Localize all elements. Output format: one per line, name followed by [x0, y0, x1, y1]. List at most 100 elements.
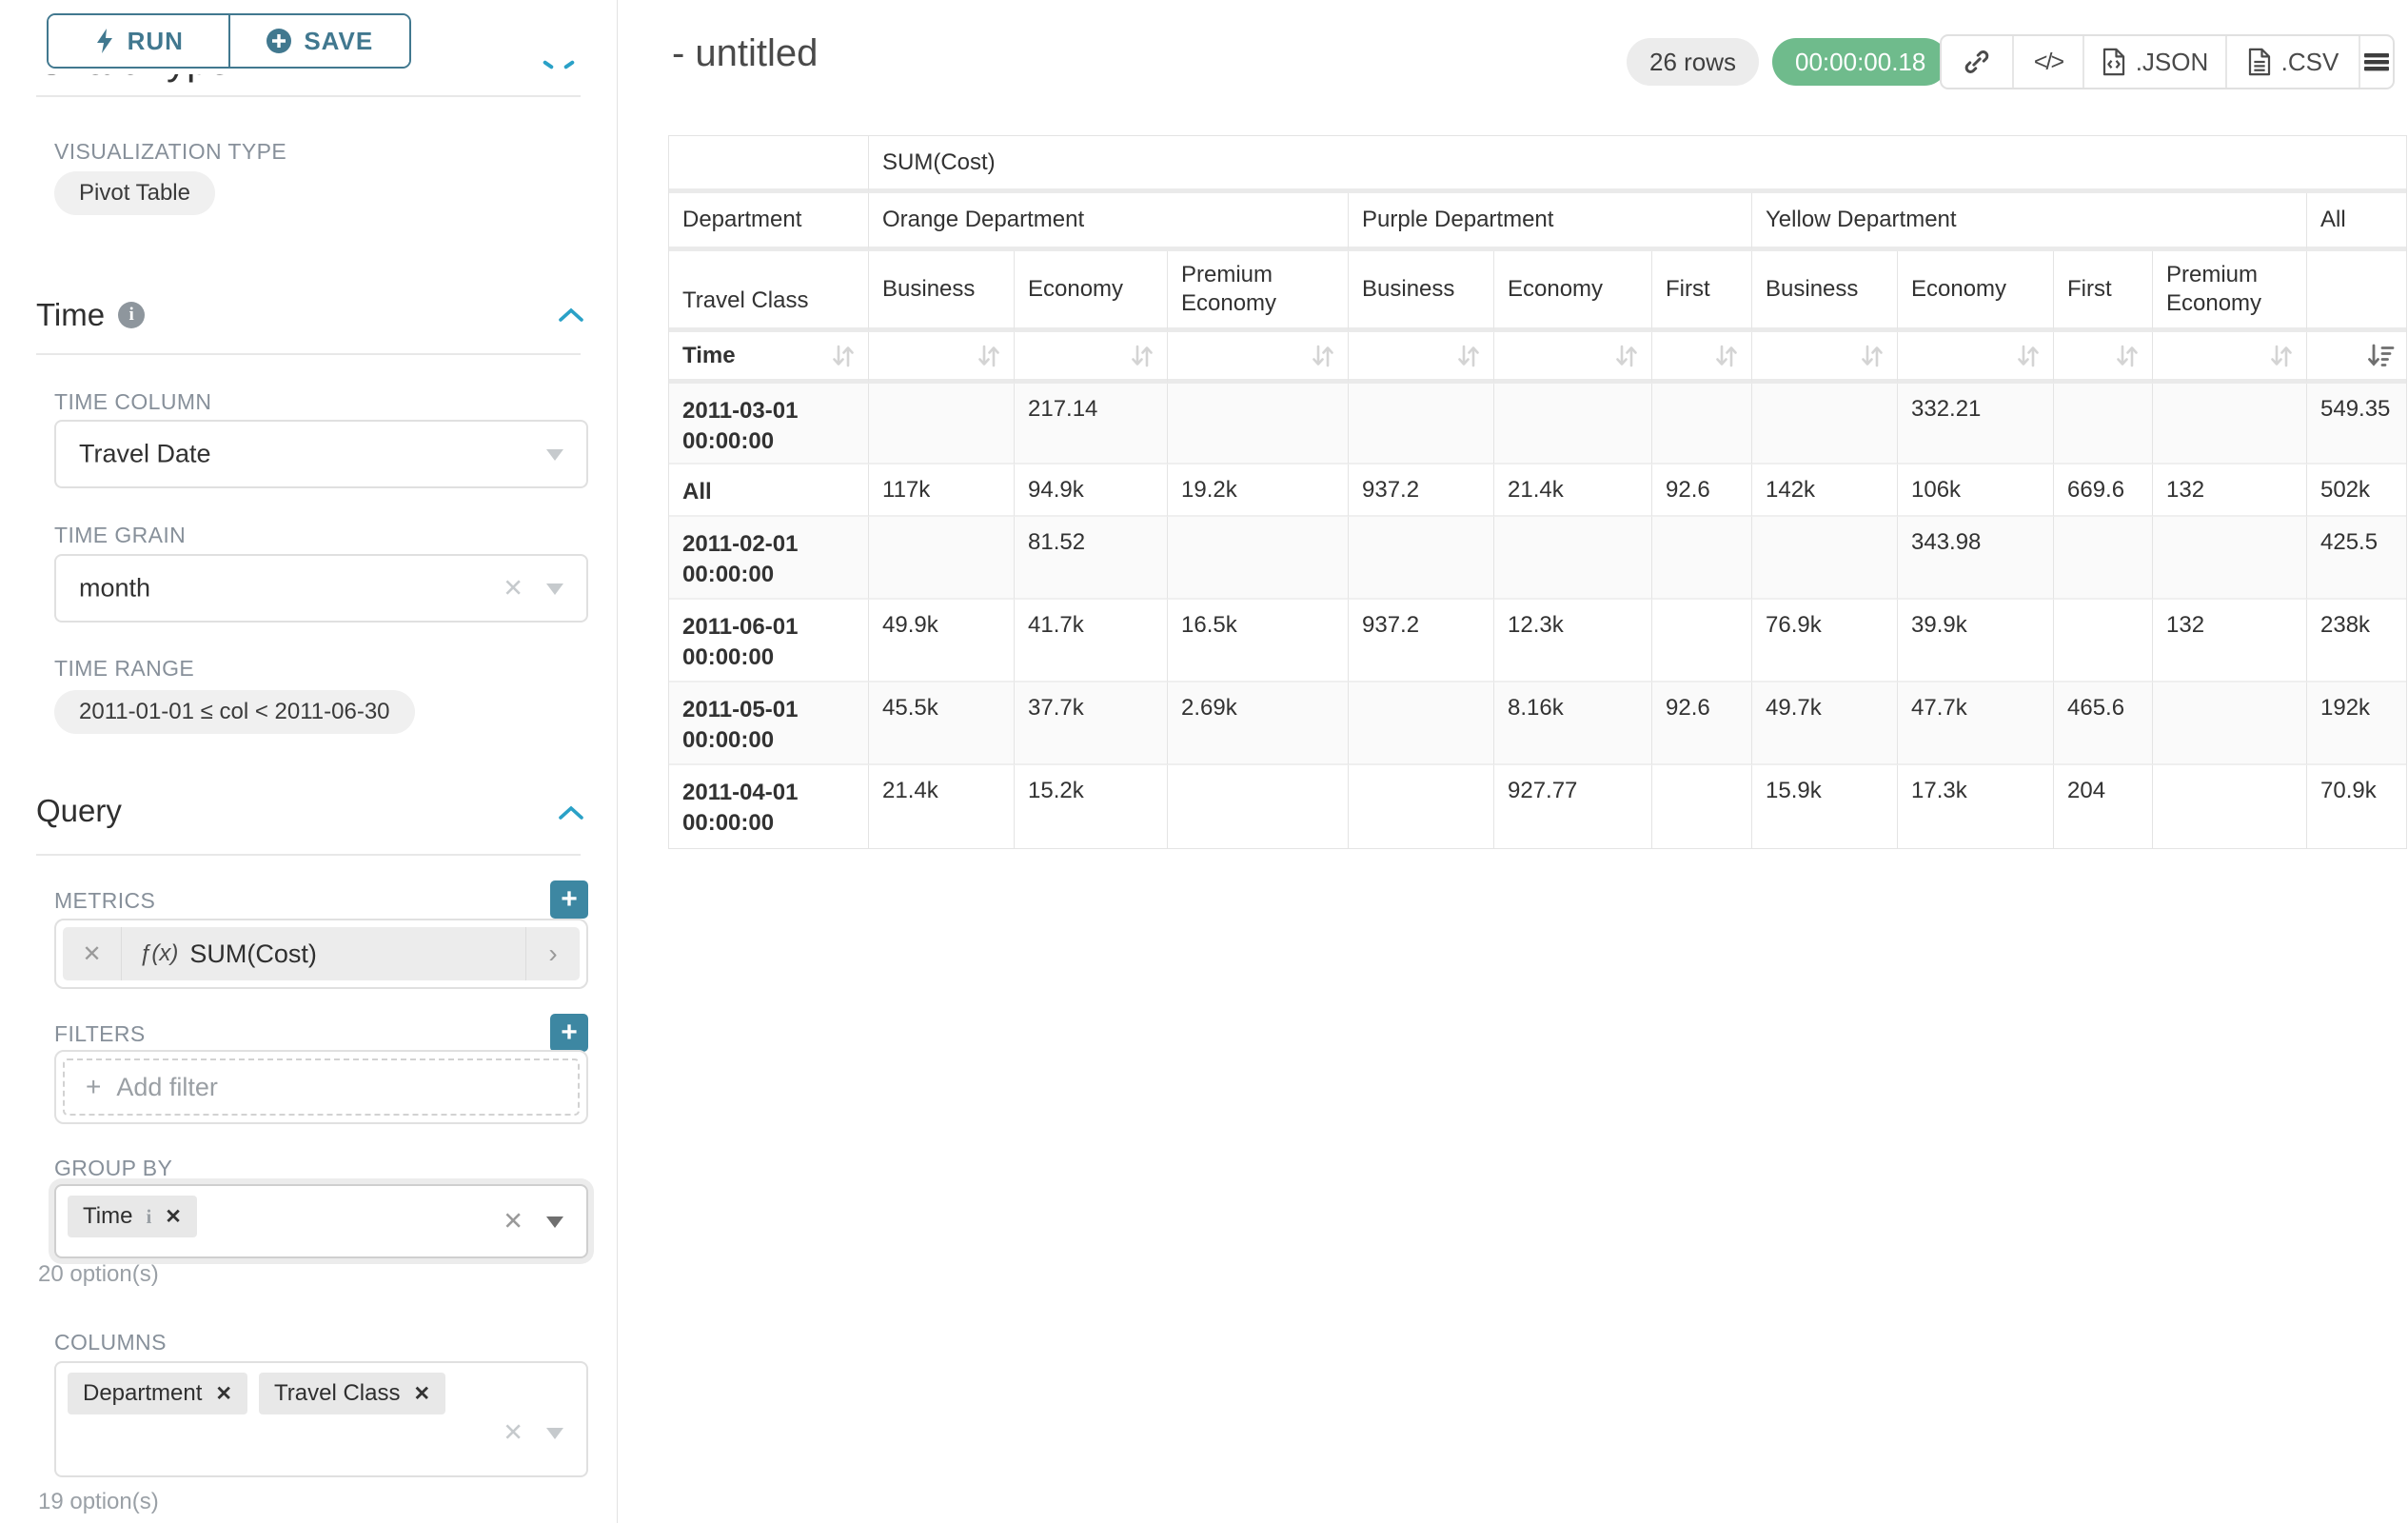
add-filter-placeholder: Add filter [116, 1072, 218, 1101]
section-divider [36, 95, 581, 97]
view-query-button[interactable]: </> [2012, 36, 2082, 88]
sort-desc-icon[interactable] [2364, 343, 2397, 369]
remove-chip-icon[interactable]: ✕ [165, 1205, 182, 1228]
pivot-cell: 106k [1898, 465, 2054, 517]
pivot-col-leaf: Business [1752, 251, 1898, 332]
pivot-cell [1752, 517, 1898, 600]
remove-chip-icon[interactable]: ✕ [215, 1382, 232, 1405]
lightning-icon [96, 29, 112, 53]
add-metric-button[interactable]: + [550, 880, 588, 919]
query-timer-badge: 00:00:00.18 [1772, 38, 1949, 86]
pivot-col-leaf: Business [1349, 251, 1494, 332]
pivot-cell: 425.5 [2307, 517, 2407, 600]
pivot-col-leaf: First [1652, 251, 1752, 332]
pivot-cell: 12.3k [1494, 600, 1652, 682]
control-panel-sidebar: Chart Type RUN SAVE VISUALIZATION TYPE P… [0, 0, 617, 1523]
sort-icon[interactable] [2266, 343, 2297, 369]
pivot-sort-cell [1494, 332, 1652, 384]
selected-value-chip[interactable]: Department ✕ [68, 1373, 247, 1414]
chevron-down-icon [546, 583, 563, 595]
chip-label: Travel Class [274, 1380, 401, 1406]
pivot-row-header: 2011-02-01 00:00:00 [669, 517, 869, 600]
sort-icon[interactable] [974, 343, 1004, 369]
clear-icon[interactable]: ✕ [503, 1417, 523, 1447]
info-icon[interactable]: i [118, 302, 146, 328]
columns-select[interactable]: Department ✕ Travel Class ✕ ✕ [54, 1361, 588, 1477]
pivot-cell [1349, 384, 1494, 465]
pivot-cell: 49.7k [1752, 682, 1898, 765]
pivot-cell: 502k [2307, 465, 2407, 517]
pivot-cell: 238k [2307, 600, 2407, 682]
chart-actions-toolbar: </> .JSON .CSV [1940, 34, 2395, 89]
pivot-cell: 45.5k [869, 682, 1015, 765]
pivot-cell [2054, 384, 2153, 465]
collapse-chevron-icon[interactable] [557, 804, 585, 821]
pivot-cell: 92.6 [1652, 682, 1752, 765]
pivot-sort-cell [1752, 332, 1898, 384]
share-link-button[interactable] [1942, 36, 2012, 88]
export-json-button[interactable]: .JSON [2082, 36, 2225, 88]
sort-icon[interactable] [828, 343, 859, 369]
sort-icon[interactable] [2112, 343, 2142, 369]
collapse-chevron-icon[interactable] [557, 307, 585, 324]
add-filter-dropzone[interactable]: + Add filter [63, 1058, 580, 1116]
add-filter-button[interactable]: + [550, 1014, 588, 1052]
sort-icon[interactable] [1453, 343, 1484, 369]
time-range-pill[interactable]: 2011-01-01 ≤ col < 2011-06-30 [54, 690, 415, 734]
metric-chip[interactable]: ✕ ƒ(x) SUM(Cost) › [63, 927, 580, 980]
remove-chip-icon[interactable]: ✕ [413, 1382, 431, 1405]
time-grain-label: TIME GRAIN [54, 523, 187, 547]
pivot-data-row: 2011-03-01 00:00:00 217.14 332.21 549.35 [669, 384, 2407, 465]
time-column-select[interactable]: Travel Date [54, 420, 588, 488]
chevron-down-icon [546, 1428, 563, 1440]
remove-metric-icon[interactable]: ✕ [63, 927, 122, 980]
pivot-col-leaf: Economy [1898, 251, 2054, 332]
pivot-cell [1652, 600, 1752, 682]
pivot-cell: 41.7k [1015, 600, 1168, 682]
sort-icon[interactable] [1127, 343, 1157, 369]
sort-icon[interactable] [1611, 343, 1642, 369]
pivot-data-row: 2011-05-01 00:00:00 45.5k 37.7k 2.69k 8.16k 9… [669, 682, 2407, 765]
section-divider [36, 854, 581, 856]
sort-icon[interactable] [2013, 343, 2043, 369]
pivot-data-row: 2011-06-01 00:00:00 49.9k 41.7k 16.5k 937.2 1… [669, 600, 2407, 682]
export-csv-button[interactable]: .CSV [2225, 36, 2359, 88]
more-options-button[interactable] [2359, 36, 2393, 88]
info-icon[interactable]: i [146, 1204, 152, 1228]
sort-icon[interactable] [1308, 343, 1338, 369]
pivot-cell: 15.2k [1015, 765, 1168, 848]
pivot-data-row: 2011-02-01 00:00:00 81.52 343.98 425.5 [669, 517, 2407, 600]
group-by-select[interactable]: Time i ✕ ✕ [54, 1184, 588, 1258]
pivot-cell [2153, 765, 2307, 848]
selected-value-chip[interactable]: Time i ✕ [68, 1196, 197, 1237]
pivot-col-leaf: Business [869, 251, 1015, 332]
clear-icon[interactable]: ✕ [503, 1206, 523, 1236]
clear-icon[interactable]: ✕ [503, 573, 523, 603]
pivot-cell: 132 [2153, 600, 2307, 682]
chart-title[interactable]: - untitled [672, 32, 819, 74]
pivot-cell: 49.9k [869, 600, 1015, 682]
time-grain-select[interactable]: month ✕ [54, 554, 588, 623]
chevron-down-icon [546, 1216, 563, 1228]
pivot-cell [1168, 765, 1349, 848]
pivot-cell: 16.5k [1168, 600, 1349, 682]
viz-type-pill[interactable]: Pivot Table [54, 171, 215, 215]
sort-icon[interactable] [1711, 343, 1742, 369]
run-button[interactable]: RUN [49, 15, 228, 67]
pivot-cell [1349, 765, 1494, 848]
save-button[interactable]: SAVE [227, 15, 409, 67]
pivot-cell [1652, 517, 1752, 600]
time-range-label: TIME RANGE [54, 656, 195, 681]
pivot-sort-cell [2153, 332, 2307, 384]
pivot-dim-department: Department [669, 193, 869, 251]
plus-icon: + [86, 1072, 102, 1101]
sort-icon[interactable] [1857, 343, 1887, 369]
pivot-table: SUM(Cost) Department Orange Department Purp… [669, 136, 2407, 848]
pivot-cell [1752, 384, 1898, 465]
pivot-sort-cell [1898, 332, 2054, 384]
selected-value-chip[interactable]: Travel Class ✕ [259, 1373, 446, 1414]
pivot-cell [1494, 384, 1652, 465]
function-icon: ƒ(x) [139, 940, 179, 966]
pivot-cell: 117k [869, 465, 1015, 517]
chevron-right-icon[interactable]: › [548, 939, 558, 968]
